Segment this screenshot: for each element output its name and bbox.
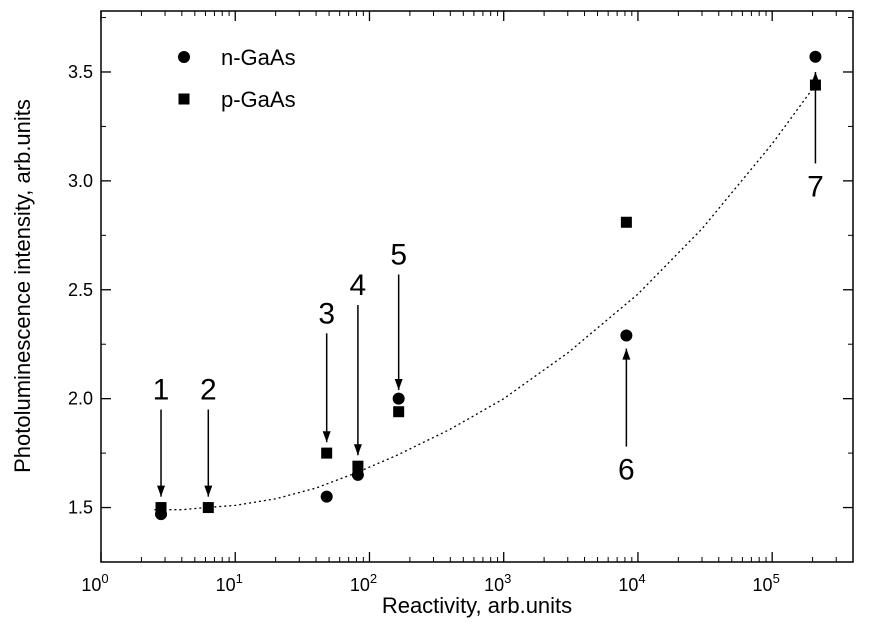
annotation-label-6: 6 bbox=[618, 454, 635, 487]
p-gaas-point bbox=[393, 406, 405, 418]
y-tick-label: 2.5 bbox=[68, 280, 93, 300]
annotations-layer: 1 2 345 6 7 bbox=[153, 71, 824, 497]
y-tick-label: 2.0 bbox=[68, 389, 93, 409]
p-gaas-point bbox=[321, 447, 333, 459]
x-tick-label: 101 bbox=[216, 571, 243, 595]
legend-marker-p-gaas bbox=[178, 93, 190, 105]
p-gaas-point bbox=[809, 79, 821, 91]
x-tick-label: 104 bbox=[618, 571, 645, 595]
y-axis-title: Photoluminescence intensity, arb.units bbox=[10, 99, 35, 473]
annotation-label-5: 5 bbox=[390, 239, 407, 272]
ticks-layer: 100 101 102 103 104 105 1.5 2.0 2.5 3.0 3.5 bbox=[68, 11, 854, 595]
n-gaas-point bbox=[620, 329, 633, 342]
legend: n-GaAs p-GaAs bbox=[178, 45, 296, 112]
fit-curve-layer bbox=[154, 84, 816, 511]
x-tick-label: 105 bbox=[753, 571, 780, 595]
n-gaas-point bbox=[392, 392, 405, 405]
p-gaas-point bbox=[155, 502, 167, 514]
p-gaas-point bbox=[352, 460, 364, 472]
annotation-label-2: 2 bbox=[200, 374, 217, 407]
annotation-arrowhead-3 bbox=[322, 431, 331, 443]
p-gaas-point bbox=[620, 216, 632, 228]
p-gaas-point bbox=[202, 502, 214, 514]
annotation-arrowhead-5 bbox=[394, 378, 403, 390]
annotation-arrowhead-4 bbox=[353, 444, 362, 456]
n-gaas-point bbox=[320, 490, 333, 503]
y-tick-label: 1.5 bbox=[68, 498, 93, 518]
points-layer bbox=[155, 50, 822, 521]
annotation-label-3: 3 bbox=[318, 297, 335, 330]
annotation-label-1: 1 bbox=[153, 374, 170, 407]
annotation-label-7: 7 bbox=[807, 170, 824, 203]
annotation-arrowhead-1 bbox=[157, 485, 166, 497]
annotation-label-4: 4 bbox=[350, 269, 367, 302]
x-tick-label: 103 bbox=[484, 571, 511, 595]
legend-label-p-gaas: p-GaAs bbox=[221, 87, 296, 112]
y-tick-label: 3.5 bbox=[68, 62, 93, 82]
x-tick-label: 102 bbox=[350, 571, 377, 595]
fit-curve bbox=[154, 84, 816, 511]
n-gaas-point bbox=[351, 468, 364, 481]
plot-frame bbox=[100, 10, 854, 563]
legend-marker-n-gaas bbox=[178, 51, 190, 63]
legend-label-n-gaas: n-GaAs bbox=[221, 45, 296, 70]
annotation-arrowhead-6 bbox=[622, 348, 631, 360]
x-axis-title: Reactivity, arb.units bbox=[382, 593, 572, 618]
annotation-arrowhead-2 bbox=[204, 485, 213, 497]
y-tick-label: 3.0 bbox=[68, 171, 93, 191]
n-gaas-point bbox=[809, 50, 822, 63]
x-tick-label: 100 bbox=[81, 571, 108, 595]
